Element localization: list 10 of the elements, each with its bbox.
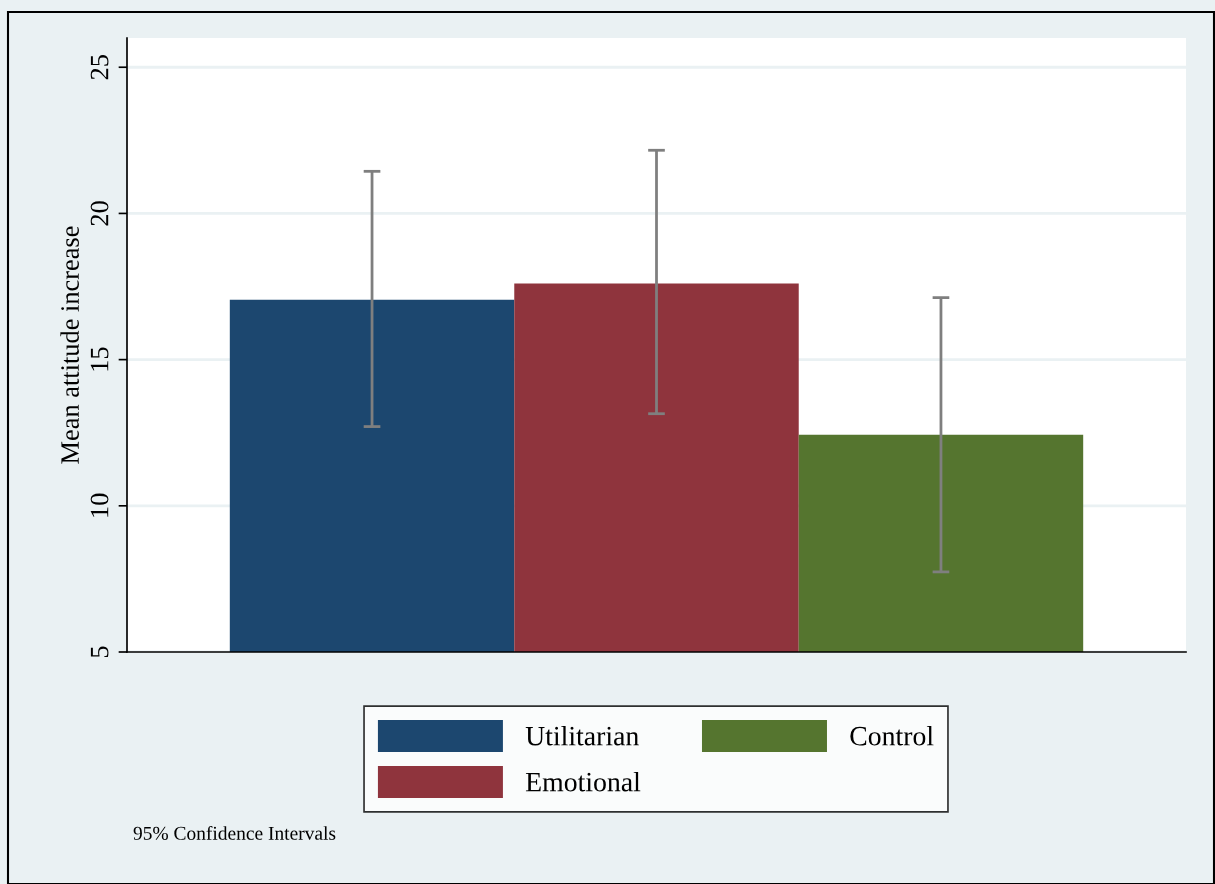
y-tick-label: 20 [90,201,109,226]
y-tick-label: 15 [90,347,109,371]
y-tick-label: 25 [90,55,109,80]
text: 95% Confidence Intervals [133,825,336,840]
y-tick-label: 10 [90,493,109,517]
legend-label: Emotional [525,771,641,792]
legend-label: Utilitarian [525,725,639,746]
legend-label: Control [850,725,934,746]
y-axis-title: Mean attitude increase [60,226,79,464]
y-tick-label: 5 [90,646,109,658]
